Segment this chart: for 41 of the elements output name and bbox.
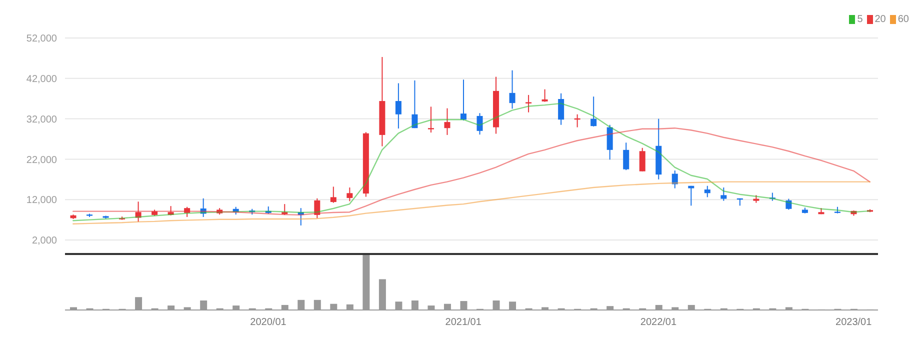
candlestick — [428, 106, 434, 134]
y-tick-label: 52,000 — [26, 34, 58, 45]
candlestick — [720, 186, 727, 202]
candlestick — [444, 108, 450, 136]
candlestick — [606, 124, 613, 160]
candlestick — [168, 206, 174, 216]
candlestick — [200, 198, 206, 218]
candlestick — [460, 79, 466, 121]
x-tick-label: 2021/01 — [445, 317, 482, 328]
candlestick — [558, 92, 564, 126]
candlestick — [395, 82, 402, 129]
candlestick — [314, 198, 320, 219]
y-tick-label: 22,000 — [26, 154, 58, 166]
legend-label: 20 — [874, 14, 886, 25]
candlestick — [346, 186, 353, 202]
candlestick — [688, 185, 694, 206]
candlestick — [590, 96, 597, 127]
candlestick — [786, 198, 792, 210]
candlestick — [542, 88, 548, 102]
legend-label: 5 — [857, 14, 863, 25]
candlestick — [282, 204, 288, 216]
candlestick — [298, 208, 304, 226]
candlestick — [526, 94, 532, 113]
candlestick — [184, 206, 190, 218]
y-tick-label: 2,000 — [32, 236, 58, 247]
x-tick-label: 2023/01 — [836, 317, 872, 328]
x-tick-label: 2020/01 — [250, 317, 287, 328]
y-tick-label: 32,000 — [26, 114, 58, 126]
candlestick — [509, 70, 516, 110]
candlestick — [639, 147, 646, 172]
y-tick-label: 42,000 — [26, 74, 58, 85]
candlestick — [672, 170, 678, 189]
candlestick — [476, 112, 483, 136]
candlestick — [704, 185, 710, 198]
y-tick-label: 12,000 — [26, 195, 58, 206]
candlestick — [330, 186, 336, 204]
x-tick-label: 2022/01 — [640, 317, 677, 328]
candlestick — [623, 142, 630, 171]
candlestick — [412, 80, 418, 129]
legend-label: 60 — [898, 14, 909, 25]
candlestick — [135, 201, 142, 222]
